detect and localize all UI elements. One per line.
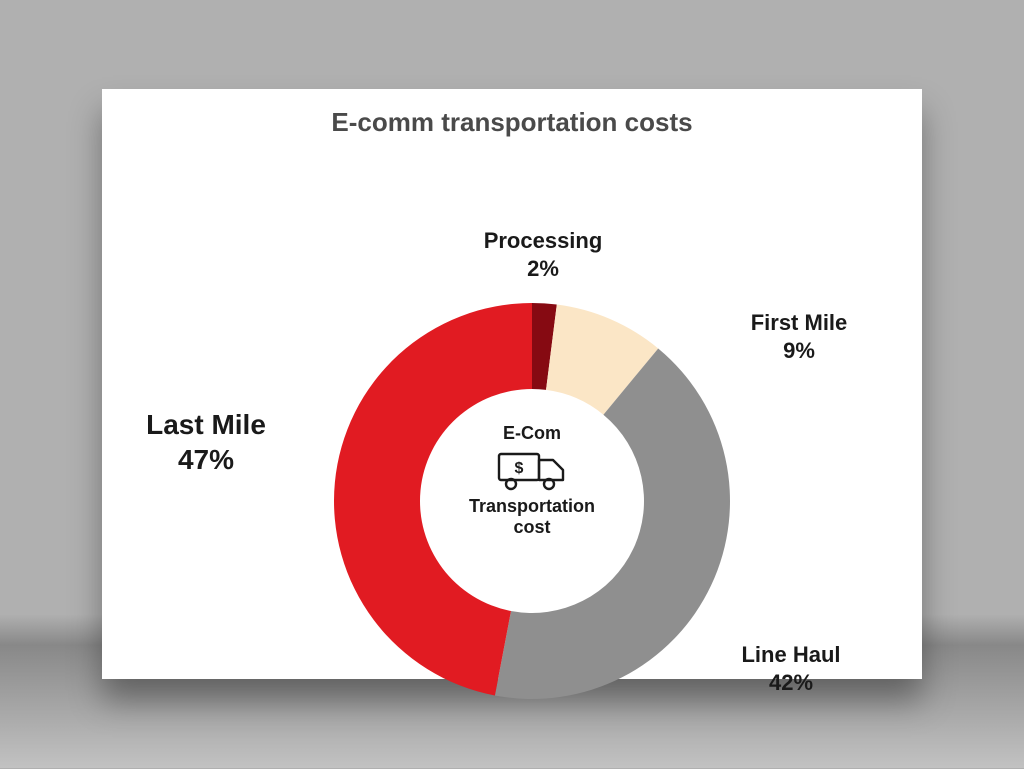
segment-label-processing: Processing2% xyxy=(458,227,628,282)
chart-panel: E-comm transportation costs Processing2%… xyxy=(102,89,922,679)
center-line-1: E-Com xyxy=(426,423,638,444)
segment-label-line-haul: Line Haul42% xyxy=(696,641,886,696)
segment-label-last-mile: Last Mile47% xyxy=(126,407,286,477)
center-line-3: cost xyxy=(426,517,638,538)
donut-center: E-Com $ Transportationcost xyxy=(426,423,638,538)
svg-text:$: $ xyxy=(515,460,524,477)
donut-chart: Processing2%First Mile9%Line Haul42%Last… xyxy=(102,179,922,679)
chart-title: E-comm transportation costs xyxy=(102,107,922,138)
center-line-2: Transportation xyxy=(426,496,638,517)
truck-dollar-icon: $ xyxy=(495,448,569,492)
segment-label-first-mile: First Mile9% xyxy=(714,309,884,364)
